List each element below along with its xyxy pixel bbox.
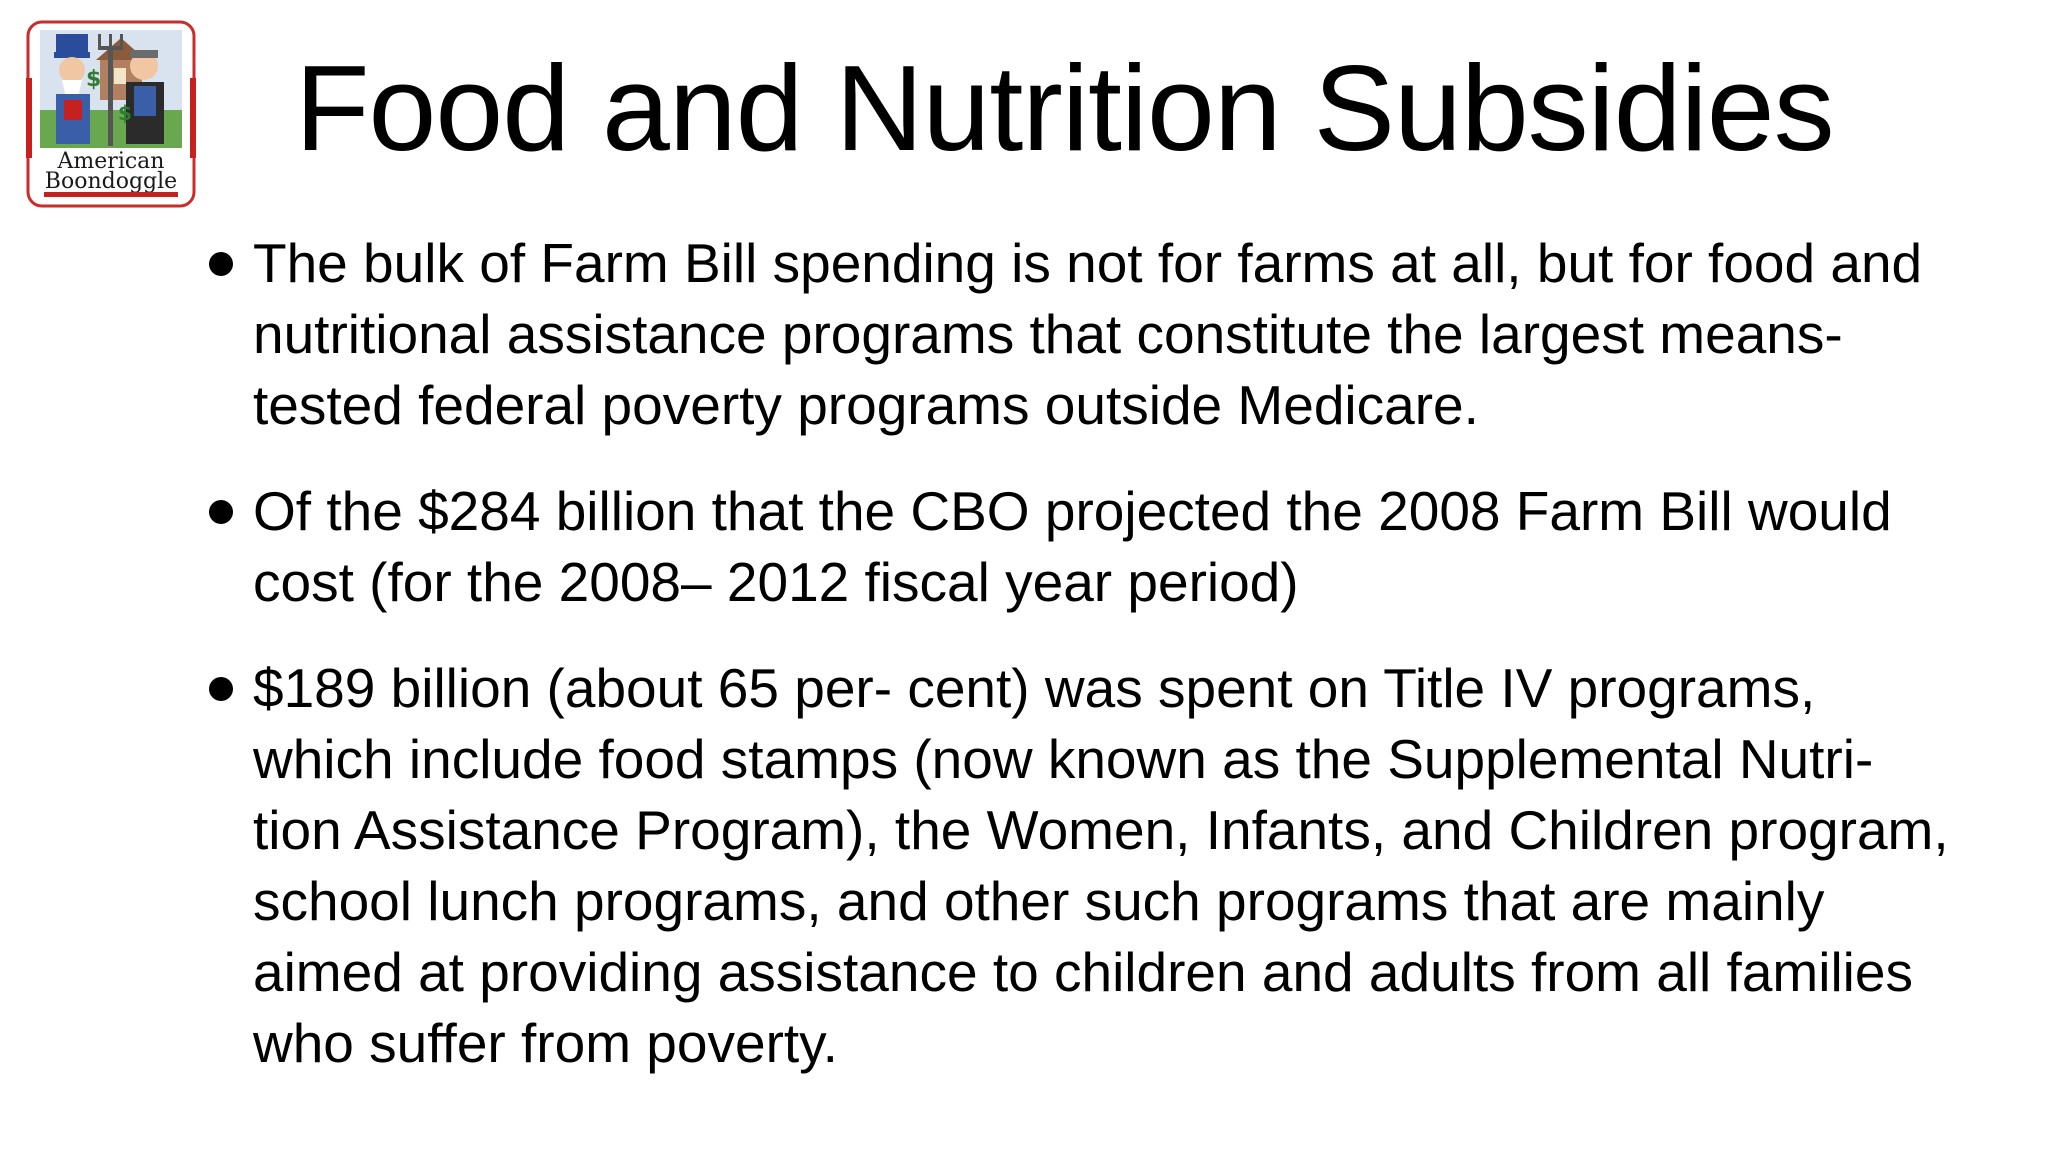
american-boondoggle-logo-icon: $ $ American Boondoggle [26, 20, 196, 208]
svg-text:$: $ [86, 67, 101, 92]
bullet-dot-icon [209, 252, 233, 276]
logo-text-boondoggle: Boondoggle [45, 169, 177, 194]
bullet-dot-icon [209, 500, 233, 524]
bullet-item-title-iv-programs: $189 billion (about 65 per- cent) was sp… [205, 653, 1965, 1079]
svg-text:$: $ [118, 101, 132, 125]
bullet-dot-icon [209, 677, 233, 701]
slide-title: Food and Nutrition Subsidies [295, 40, 1835, 176]
bullet-list: The bulk of Farm Bill spending is not fo… [205, 228, 1965, 1114]
bullet-item-cbo-projection: Of the $284 billion that the CBO project… [205, 476, 1965, 618]
bullet-text: Of the $284 billion that the CBO project… [253, 480, 1892, 613]
bullet-item-farm-bill-spending: The bulk of Farm Bill spending is not fo… [205, 228, 1965, 441]
bullet-text: The bulk of Farm Bill spending is not fo… [253, 232, 1923, 436]
logo-text-american: American [57, 149, 165, 174]
bullet-text: $189 billion (about 65 per- cent) was sp… [253, 657, 1949, 1074]
american-boondoggle-logo: $ $ American Boondoggle [26, 20, 196, 208]
